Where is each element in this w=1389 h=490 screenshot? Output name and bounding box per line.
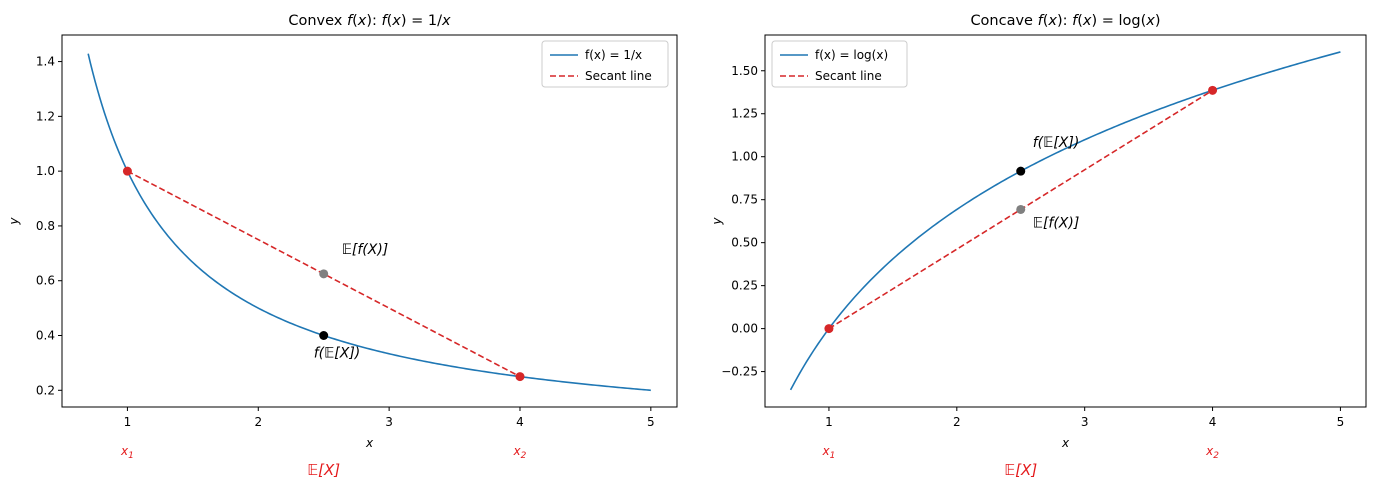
- endpoint-point: [1208, 85, 1218, 95]
- title-part: x: [391, 13, 401, 29]
- title-part: x: [357, 13, 367, 29]
- legend: f(x) = log(x) Secant line: [771, 40, 908, 88]
- y-tick-label: 0.4: [36, 329, 55, 343]
- mean-of-f-point: [319, 269, 329, 279]
- x2-label: x2: [1205, 444, 1219, 461]
- x-tick-label: 3: [385, 415, 393, 429]
- y-tick-label: 1.2: [36, 109, 55, 123]
- title-part: f: [347, 13, 354, 29]
- x-tick-label: 5: [1337, 415, 1345, 429]
- title-part: f: [1072, 13, 1079, 29]
- f-of-mean-point: [319, 331, 329, 341]
- x-tick-label: 5: [647, 415, 655, 429]
- x1-label-base: x: [822, 444, 831, 458]
- mean-of-f-label: 𝔼[f(X)]: [1033, 215, 1080, 231]
- f-of-mean-point: [1016, 166, 1026, 176]
- y-tick-label: 0.50: [731, 236, 758, 250]
- x-tick-label: 3: [1081, 415, 1089, 429]
- y-tick-label: −0.25: [721, 365, 758, 379]
- endpoint-point: [122, 166, 132, 176]
- legend-entry-label: f(x) = log(x): [815, 48, 888, 62]
- y-tick-label: 0.25: [731, 279, 758, 293]
- x1-label-base: x: [120, 444, 129, 458]
- x1-label: x1: [822, 444, 836, 461]
- title-part: (: [1077, 13, 1083, 29]
- y-axis-label: y: [710, 217, 724, 226]
- title-part: ) = 1/: [401, 13, 442, 29]
- y-tick-label: 1.4: [36, 55, 55, 69]
- chart-2: Concave f(x): f(x) = log(x)f(𝔼[X])𝔼[f(X)…: [710, 13, 1367, 479]
- legend-entry-label: Secant line: [815, 69, 882, 83]
- x2-label-sub: 2: [1213, 451, 1219, 461]
- x-axis-label: x: [1061, 436, 1070, 450]
- endpoint-point: [824, 324, 834, 334]
- mean-of-f-label: 𝔼[f(X)]: [342, 242, 389, 258]
- axes-frame: [61, 34, 678, 408]
- y-tick-label: 1.00: [731, 150, 758, 164]
- endpoint-point: [515, 372, 525, 382]
- function-curve: [87, 53, 651, 392]
- expected-x-label: 𝔼[X]: [1004, 461, 1037, 479]
- x-tick-label: 2: [254, 415, 262, 429]
- title-part: x: [441, 13, 451, 29]
- x-axis-label: x: [365, 436, 374, 450]
- x-tick-label: 2: [953, 415, 961, 429]
- y-tick-label: 0.75: [731, 193, 758, 207]
- x2-label-base: x: [513, 444, 522, 458]
- x-tick-label: 1: [124, 415, 132, 429]
- legend: f(x) = 1/x Secant line: [541, 40, 669, 88]
- title-part: Convex: [288, 13, 347, 29]
- function-curve: [789, 51, 1341, 391]
- x1-label: x1: [120, 444, 134, 461]
- y-axis-label: y: [7, 217, 21, 226]
- title-part: f: [1038, 13, 1045, 29]
- y-tick-label: 0.8: [36, 219, 55, 233]
- mean-of-f-point: [1016, 204, 1026, 214]
- y-tick-label: 1.50: [731, 64, 758, 78]
- f-of-mean-label: f(𝔼[X]): [314, 346, 361, 362]
- y-tick-label: 0.2: [36, 383, 55, 397]
- title-part: ) = log(: [1092, 13, 1147, 29]
- title-part: ): [1155, 13, 1161, 29]
- legend-box: [771, 40, 908, 88]
- y-tick-label: 0.6: [36, 274, 55, 288]
- x2-label-sub: 2: [521, 451, 527, 461]
- title-part: f: [382, 13, 389, 29]
- title-part: (: [387, 13, 393, 29]
- x2-label-base: x: [1205, 444, 1214, 458]
- chart-title: Convex f(x): f(x) = 1/x: [288, 13, 451, 29]
- title-part: ):: [366, 13, 381, 29]
- x2-label: x2: [513, 444, 527, 461]
- title-part: x: [1082, 13, 1092, 29]
- chart-title: Concave f(x): f(x) = log(x): [970, 13, 1160, 29]
- expected-x-label: 𝔼[X]: [307, 461, 340, 479]
- axes-frame: [764, 34, 1367, 408]
- title-part: Concave: [970, 13, 1037, 29]
- legend-entry-label: Secant line: [585, 69, 652, 83]
- x1-label-sub: 1: [128, 451, 134, 461]
- title-part: (: [352, 13, 358, 29]
- title-part: x: [1145, 13, 1155, 29]
- title-part: (: [1043, 13, 1049, 29]
- x-tick-label: 4: [1209, 415, 1217, 429]
- x-tick-label: 4: [516, 415, 524, 429]
- y-tick-label: 1.25: [731, 107, 758, 121]
- y-tick-label: 0.00: [731, 322, 758, 336]
- x-tick-label: 1: [825, 415, 833, 429]
- f-of-mean-label: f(𝔼[X]): [1033, 135, 1080, 151]
- y-tick-label: 1.0: [36, 164, 55, 178]
- chart-1: Convex f(x): f(x) = 1/x𝔼[f(X)]f(𝔼[X])1 2 3…: [7, 13, 678, 479]
- title-part: ):: [1057, 13, 1072, 29]
- legend-entry-label: f(x) = 1/x: [585, 48, 642, 62]
- x1-label-sub: 1: [830, 451, 836, 461]
- title-part: x: [1047, 13, 1057, 29]
